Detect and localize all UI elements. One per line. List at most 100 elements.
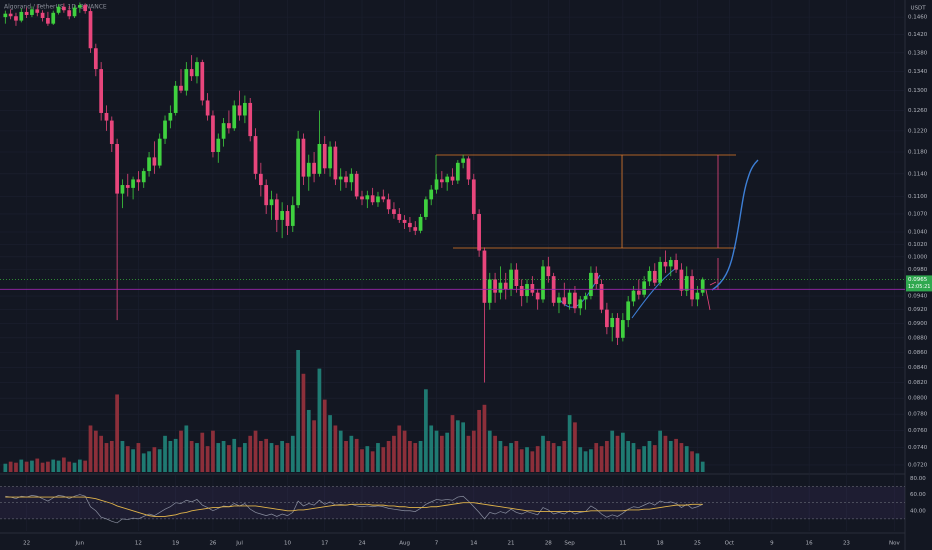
volume-bar xyxy=(370,451,375,472)
volume-bar xyxy=(93,430,98,472)
volume-bar xyxy=(205,446,210,472)
candle-body xyxy=(51,12,56,24)
x-tick-label: 11 xyxy=(619,541,626,547)
y-tick-label: 0.1460 xyxy=(908,15,928,21)
candle-body xyxy=(62,6,66,11)
volume-bar xyxy=(450,415,455,472)
volume-bar xyxy=(184,425,189,472)
volume-bar xyxy=(51,459,56,472)
volume-bar xyxy=(397,425,402,472)
volume-bar xyxy=(232,438,237,472)
y-tick-label: 0.0760 xyxy=(908,428,928,434)
candle-body xyxy=(658,261,662,283)
candle-body xyxy=(328,146,332,169)
volume-bar xyxy=(514,440,519,472)
candle-body xyxy=(424,199,428,217)
volume-bar xyxy=(695,453,700,472)
volume-bar xyxy=(594,443,599,472)
candle-body xyxy=(620,320,625,338)
candle-body xyxy=(642,281,647,295)
candle-body xyxy=(402,219,407,223)
volume-bar xyxy=(381,447,386,472)
candle-body xyxy=(535,292,540,300)
candle-body xyxy=(221,123,226,139)
volume-bar xyxy=(429,425,434,472)
currency-label: USDT xyxy=(910,6,926,12)
volume-bar xyxy=(610,430,615,472)
volume-bar xyxy=(46,461,50,472)
candle-body xyxy=(312,162,316,174)
volume-bar xyxy=(243,443,247,472)
volume-bar xyxy=(328,415,332,472)
volume-bar xyxy=(684,446,689,472)
y-tick-label: 0.0780 xyxy=(908,412,928,418)
volume-bar xyxy=(487,430,492,472)
y-tick-label: 0.0720 xyxy=(908,462,928,468)
candle-body xyxy=(333,146,338,180)
x-tick-label: Aug xyxy=(399,541,410,547)
candle-body xyxy=(306,162,311,177)
volume-bar xyxy=(392,435,396,472)
volume-bar xyxy=(131,449,135,472)
volume-bar xyxy=(211,430,215,472)
candle-body xyxy=(125,185,130,188)
volume-bar xyxy=(104,443,109,472)
volume-bar xyxy=(477,409,481,472)
volume-bar xyxy=(306,409,311,472)
volume-bar xyxy=(19,459,24,472)
volume-bar xyxy=(493,435,497,472)
volume-bar xyxy=(605,440,609,472)
volume-bar xyxy=(200,432,205,472)
candle-body xyxy=(567,292,572,305)
candle-body xyxy=(93,48,98,70)
candle-body xyxy=(290,205,295,226)
x-tick-label: 7 xyxy=(435,541,439,547)
volume-bar xyxy=(365,446,370,472)
x-tick-label: 18 xyxy=(657,541,664,547)
candle-body xyxy=(482,250,487,303)
y-tick-label: 0.0880 xyxy=(908,335,928,341)
candle-body xyxy=(631,290,636,302)
volume-bar xyxy=(652,445,657,472)
volume-bar xyxy=(120,440,125,472)
x-tick-label: 17 xyxy=(321,541,328,547)
candle-body xyxy=(211,115,215,152)
x-tick-label: Jul xyxy=(235,541,243,547)
candle-body xyxy=(40,12,45,18)
rsi-tick-label: 60.00 xyxy=(910,492,926,498)
y-tick-label: 0.1100 xyxy=(908,194,928,200)
volume-bar xyxy=(647,440,652,472)
countdown-label: 12:05:21 xyxy=(908,284,930,290)
volume-bar xyxy=(408,440,412,472)
volume-bar xyxy=(509,443,513,472)
volume-bar xyxy=(578,447,583,472)
volume-bar xyxy=(424,389,428,472)
candle-body xyxy=(163,120,167,139)
candle-body xyxy=(392,209,396,214)
x-tick-label: Sep xyxy=(564,541,575,547)
volume-bar xyxy=(445,432,450,472)
candle-body xyxy=(695,292,700,300)
candle-body xyxy=(700,279,705,293)
volume-bar xyxy=(338,430,343,472)
candle-body xyxy=(285,211,290,226)
y-tick-label: 0.1340 xyxy=(908,69,928,75)
y-tick-label: 0.0740 xyxy=(908,445,928,451)
candle-body xyxy=(168,112,173,121)
volume-bar xyxy=(439,435,444,472)
x-tick-label: Oct xyxy=(725,541,735,547)
y-tick-label: 0.0860 xyxy=(908,350,928,356)
candle-body xyxy=(594,272,599,285)
candle-body xyxy=(317,143,322,174)
candle-body xyxy=(429,189,434,200)
candle-body xyxy=(349,173,354,183)
candle-body xyxy=(674,260,678,270)
volume-bar xyxy=(551,443,556,472)
volume-bar xyxy=(179,430,183,472)
candle-body xyxy=(274,199,279,220)
volume-bar xyxy=(455,420,460,472)
candle-body xyxy=(109,120,114,144)
volume-bar xyxy=(168,440,173,472)
y-tick-label: 0.0920 xyxy=(908,307,928,313)
